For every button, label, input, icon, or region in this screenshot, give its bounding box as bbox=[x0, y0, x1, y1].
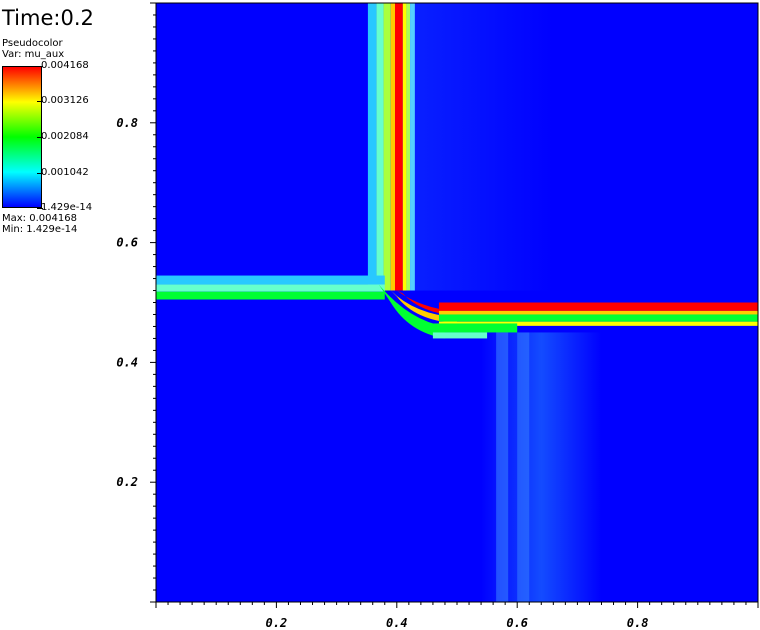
y-axis-tick-label: 0.6 bbox=[116, 236, 138, 250]
right-horizontal-band bbox=[438, 321, 758, 326]
diffuse-glow bbox=[396, 3, 554, 291]
y-axis-tick-label: 0.4 bbox=[116, 355, 138, 369]
x-axis-tick-label: 0.2 bbox=[266, 616, 288, 630]
legend-min: Min: 1.429e-14 bbox=[2, 224, 78, 235]
time-label: Time:0.2 bbox=[2, 6, 94, 30]
colorbar-tick-label: 0.001042 bbox=[37, 167, 89, 178]
colorbar-tick-label: 0.004168 bbox=[37, 60, 89, 71]
colorbar-tick-label: 1.429e-14 bbox=[36, 202, 93, 213]
junction-curve bbox=[378, 284, 445, 339]
left-horizontal-band bbox=[156, 275, 385, 285]
legend-title: Pseudocolor bbox=[2, 38, 63, 49]
right-horizontal-band bbox=[438, 310, 758, 315]
junction-lower-edge bbox=[432, 332, 488, 339]
vertical-band bbox=[394, 3, 403, 291]
vertical-band bbox=[410, 3, 415, 291]
right-horizontal-band bbox=[438, 302, 758, 311]
y-axis-tick-label: 0.2 bbox=[116, 475, 138, 489]
diffuse-streak bbox=[517, 332, 530, 602]
legend-variable: Var: mu_aux bbox=[2, 49, 65, 60]
vertical-band bbox=[390, 3, 395, 291]
junction-lower-edge bbox=[432, 323, 518, 333]
colorbar-tick-label: 0.003126 bbox=[37, 95, 89, 106]
vertical-band bbox=[376, 3, 384, 291]
colorbar-tick-label: 0.002084 bbox=[37, 131, 89, 142]
right-horizontal-band bbox=[438, 314, 758, 322]
y-axis-tick-label: 0.8 bbox=[116, 116, 138, 130]
vertical-band bbox=[367, 3, 377, 291]
x-axis-tick-label: 0.8 bbox=[627, 616, 649, 630]
colorbar bbox=[2, 66, 42, 208]
x-axis-tick-label: 0.4 bbox=[386, 616, 408, 630]
vertical-band bbox=[402, 3, 407, 291]
left-horizontal-band bbox=[156, 284, 385, 292]
legend-max: Max: 0.004168 bbox=[2, 213, 77, 224]
diffuse-streak bbox=[496, 332, 509, 602]
left-horizontal-band bbox=[156, 291, 385, 300]
x-axis-tick-label: 0.6 bbox=[506, 616, 528, 630]
vertical-band bbox=[406, 3, 411, 291]
vertical-band bbox=[383, 3, 391, 291]
left-horizontal-band bbox=[156, 299, 385, 303]
